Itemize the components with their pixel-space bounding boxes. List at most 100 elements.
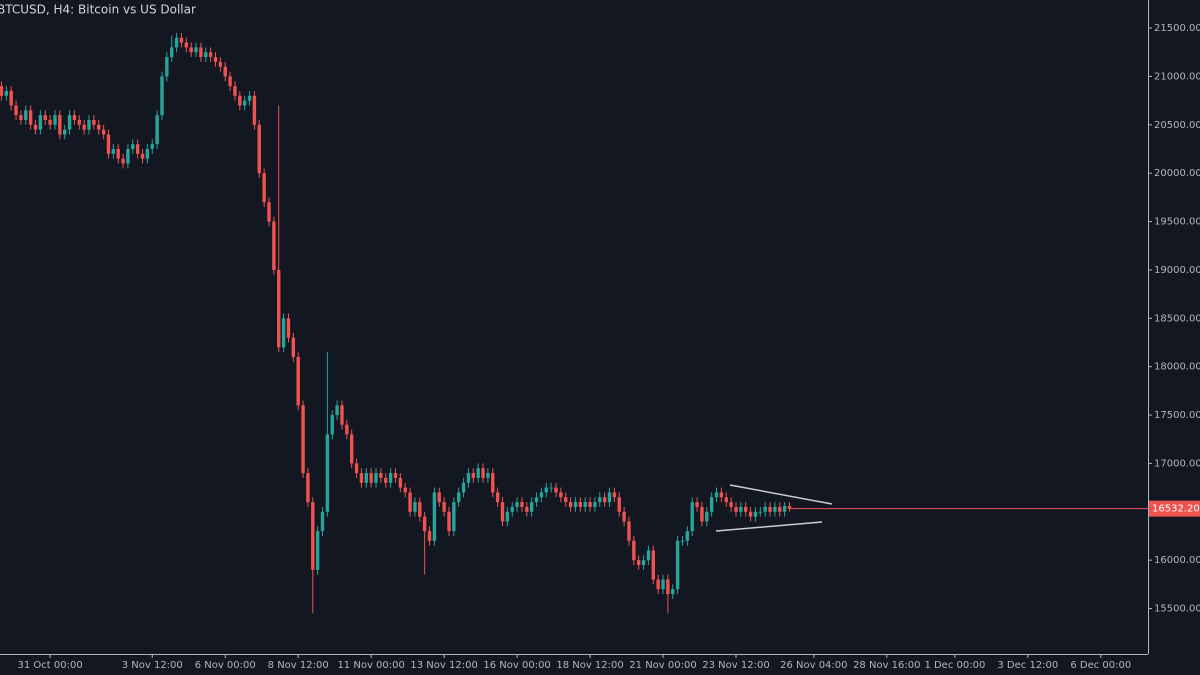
candle-body <box>77 119 81 125</box>
y-tick-label: 20000.00 <box>1154 168 1200 179</box>
last-price-label: 16532.20 <box>1152 504 1200 515</box>
candle-body <box>568 502 573 507</box>
candle-body <box>427 531 432 541</box>
candle-body <box>106 134 111 154</box>
chart-title: BTCUSD, H4: Bitcoin vs US Dollar <box>0 3 196 17</box>
candle-body <box>14 105 18 116</box>
y-tick-label: 18000.00 <box>1154 362 1200 373</box>
candle-body <box>700 506 704 522</box>
candle-body <box>267 202 271 222</box>
candle-body <box>345 424 349 435</box>
x-tick-label: 3 Nov 12:00 <box>122 660 183 671</box>
candle-body <box>24 110 28 120</box>
candle-body <box>384 477 388 483</box>
candle-body <box>539 492 544 498</box>
candle-body <box>641 560 646 565</box>
candle-body <box>87 119 91 130</box>
candle-body <box>471 473 476 478</box>
candle-body <box>632 540 636 561</box>
candle-body <box>457 492 461 503</box>
candle-body <box>257 124 261 174</box>
candle-body <box>165 57 169 77</box>
candle-body <box>758 511 763 513</box>
y-tick-label: 16000.00 <box>1154 555 1200 566</box>
candle-body <box>359 473 364 483</box>
candle-body <box>349 434 354 464</box>
candle-body <box>714 492 719 498</box>
candle-body <box>281 318 286 348</box>
candle-body <box>126 148 130 164</box>
candle-body <box>306 473 310 503</box>
candle-body <box>422 516 427 532</box>
candle-body <box>437 492 441 503</box>
candle-body <box>296 356 300 406</box>
candle-body <box>262 173 266 203</box>
candle-body <box>330 415 334 435</box>
candle-body <box>252 95 257 125</box>
candle-body <box>398 477 403 488</box>
x-tick-label: 28 Nov 16:00 <box>853 660 920 671</box>
candle-body <box>204 52 208 58</box>
candle-body <box>778 506 782 512</box>
candle-body <box>529 502 534 512</box>
candle-body <box>388 473 393 483</box>
candle-body <box>43 115 47 120</box>
candle-body <box>564 497 568 503</box>
candle-body <box>476 468 480 478</box>
candle-body <box>461 482 466 493</box>
trendline-upper <box>729 484 833 505</box>
candle-body <box>184 42 189 48</box>
candle-body <box>247 95 252 101</box>
candle-body <box>495 492 500 503</box>
candle-body <box>666 579 670 595</box>
x-tick-label: 13 Nov 12:00 <box>410 660 477 671</box>
candle-body <box>155 115 159 145</box>
candle-body <box>705 511 709 522</box>
candle-body <box>598 497 602 503</box>
candle-body <box>753 511 758 517</box>
candle-body <box>466 473 471 483</box>
candle-body <box>311 502 315 570</box>
candle-body <box>671 589 675 595</box>
candle-body <box>301 405 305 474</box>
candle-body <box>218 61 223 67</box>
candle-body <box>578 502 583 507</box>
candle-body <box>408 492 412 512</box>
candle-body <box>447 511 451 532</box>
candle-body <box>340 405 344 425</box>
candle-body <box>174 37 179 48</box>
candle-body <box>62 129 67 135</box>
candle-body <box>393 473 398 478</box>
candle-body <box>500 502 505 522</box>
candle-body <box>602 497 607 503</box>
x-tick-label: 23 Nov 12:00 <box>702 660 769 671</box>
y-tick-label: 15500.00 <box>1154 604 1200 615</box>
x-tick-label: 26 Nov 04:00 <box>780 660 847 671</box>
candle-body <box>763 506 767 512</box>
candle-body <box>82 124 86 130</box>
candle-body <box>773 506 777 512</box>
candle-body <box>145 148 150 159</box>
candle-body <box>233 86 237 96</box>
candle-body <box>223 66 227 77</box>
candle-body <box>58 115 62 135</box>
candle-body <box>734 506 738 512</box>
candle-body <box>19 115 23 120</box>
candle-body <box>612 492 617 498</box>
candle-body <box>675 540 680 590</box>
candle-body <box>0 86 4 96</box>
candle-body <box>583 502 587 507</box>
candle-body <box>442 502 446 512</box>
last-price-box <box>1149 500 1200 517</box>
x-tick-label: 31 Oct 00:00 <box>18 660 83 671</box>
candle-body <box>593 502 597 507</box>
candle-body <box>208 52 213 58</box>
candle-body <box>491 473 495 493</box>
y-tick-label: 21500.00 <box>1154 23 1200 34</box>
candle-body <box>685 531 690 541</box>
candle-body <box>719 492 724 498</box>
candle-body <box>636 560 641 565</box>
